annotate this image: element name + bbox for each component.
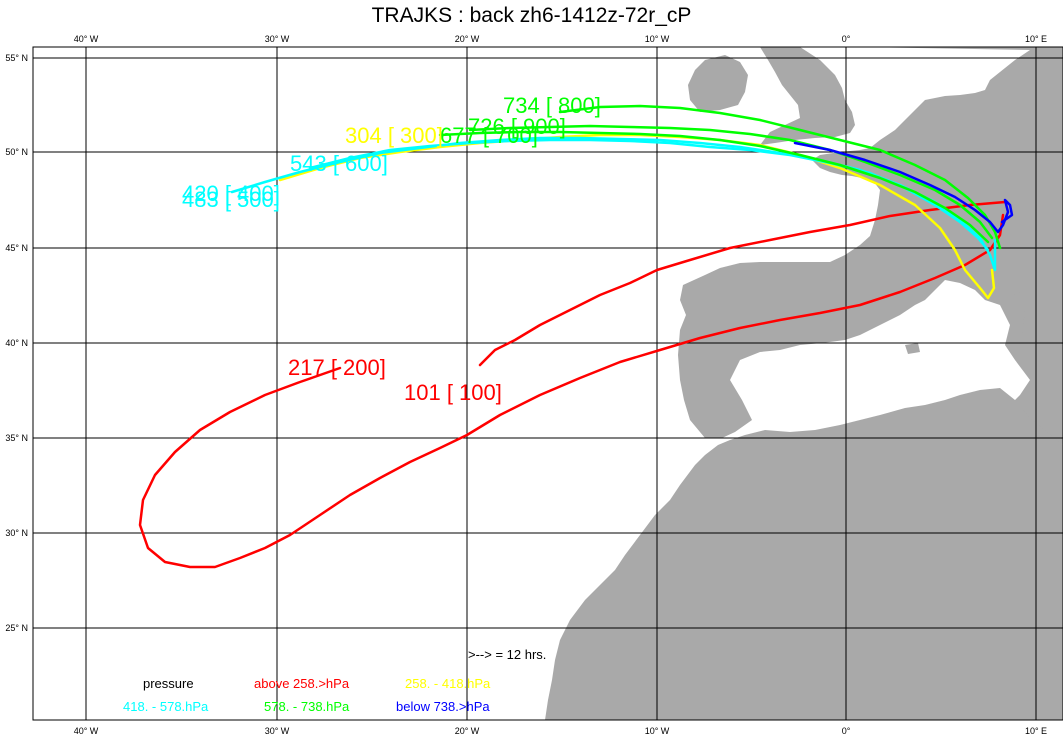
legend-above: above 258.>hPa [254, 676, 350, 691]
land-balearic [905, 343, 920, 354]
lat-label: 30° N [5, 528, 28, 538]
lat-label: 40° N [5, 338, 28, 348]
lat-label: 50° N [5, 147, 28, 157]
label-101: 101 [ 100] [404, 380, 502, 405]
lon-label: 40° W [74, 34, 99, 44]
trajectory-cyan-600 [308, 138, 990, 252]
lat-label: 35° N [5, 433, 28, 443]
lat-label: 55° N [5, 53, 28, 63]
legend-below: below 738.>hPa [396, 699, 490, 714]
lon-label: 10° W [645, 726, 670, 736]
legend: >--> = 12 hrs. pressure above 258.>hPa 2… [123, 647, 546, 714]
land-masses [545, 47, 1063, 720]
trajectories [138, 104, 1014, 569]
lon-label: 10° W [645, 34, 670, 44]
legend-pressure: pressure [143, 676, 194, 691]
land-north-africa [545, 388, 1063, 720]
land-ireland [688, 55, 748, 112]
graticule [32, 46, 1063, 721]
label-420: 420 [ 400] [182, 181, 280, 206]
trajectory-green-900 [468, 124, 994, 240]
lon-label: 40° W [74, 726, 99, 736]
lon-label: 0° [842, 726, 851, 736]
lon-label: 10° E [1025, 726, 1047, 736]
trajectory-blue [793, 141, 1014, 234]
longitude-labels-top: 40° W 30° W 20° W 10° W 0° 10° E [74, 34, 1047, 44]
lon-label: 0° [842, 34, 851, 44]
label-304: 304 [ 300] [345, 123, 443, 148]
trajectory-green-800 [558, 104, 1002, 250]
latitude-labels: 55° N 50° N 45° N 40° N 35° N 30° N 25° … [5, 53, 28, 633]
label-677: 677 [ 700] [440, 123, 538, 148]
legend-band2: 418. - 578.hPa [123, 699, 209, 714]
lon-label: 20° W [455, 34, 480, 44]
legend-arrow-note: >--> = 12 hrs. [468, 647, 546, 662]
lon-label: 30° W [265, 34, 290, 44]
legend-band3: 578. - 738.hPa [264, 699, 350, 714]
trajectory-red-100 [478, 200, 1007, 367]
label-483: 483 [ 500] [182, 187, 280, 212]
label-217: 217 [ 200] [288, 355, 386, 380]
land-europe [678, 47, 1063, 445]
land-great-britain [760, 47, 855, 145]
lat-label: 25° N [5, 623, 28, 633]
lon-label: 10° E [1025, 34, 1047, 44]
map-title: TRAJKS : back zh6-1412z-72r_cP [371, 4, 692, 27]
trajectory-green-700 [438, 130, 990, 244]
trajectory-red-200 [138, 213, 1005, 569]
label-543: 543 [ 600] [290, 151, 388, 176]
land-sardinia [1010, 292, 1025, 340]
lat-label: 45° N [5, 243, 28, 253]
longitude-labels-bottom: 40° W 30° W 20° W 10° W 0° 10° E [74, 726, 1047, 736]
lon-label: 30° W [265, 726, 290, 736]
trajectory-labels: 734 [ 800] 726 [ 900] 677 [ 700] 304 [ 3… [182, 93, 601, 405]
label-734: 734 [ 800] [503, 93, 601, 118]
lon-label: 20° W [455, 726, 480, 736]
legend-band1: 258. - 418.hPa [405, 676, 491, 691]
label-726: 726 [ 900] [468, 114, 566, 139]
